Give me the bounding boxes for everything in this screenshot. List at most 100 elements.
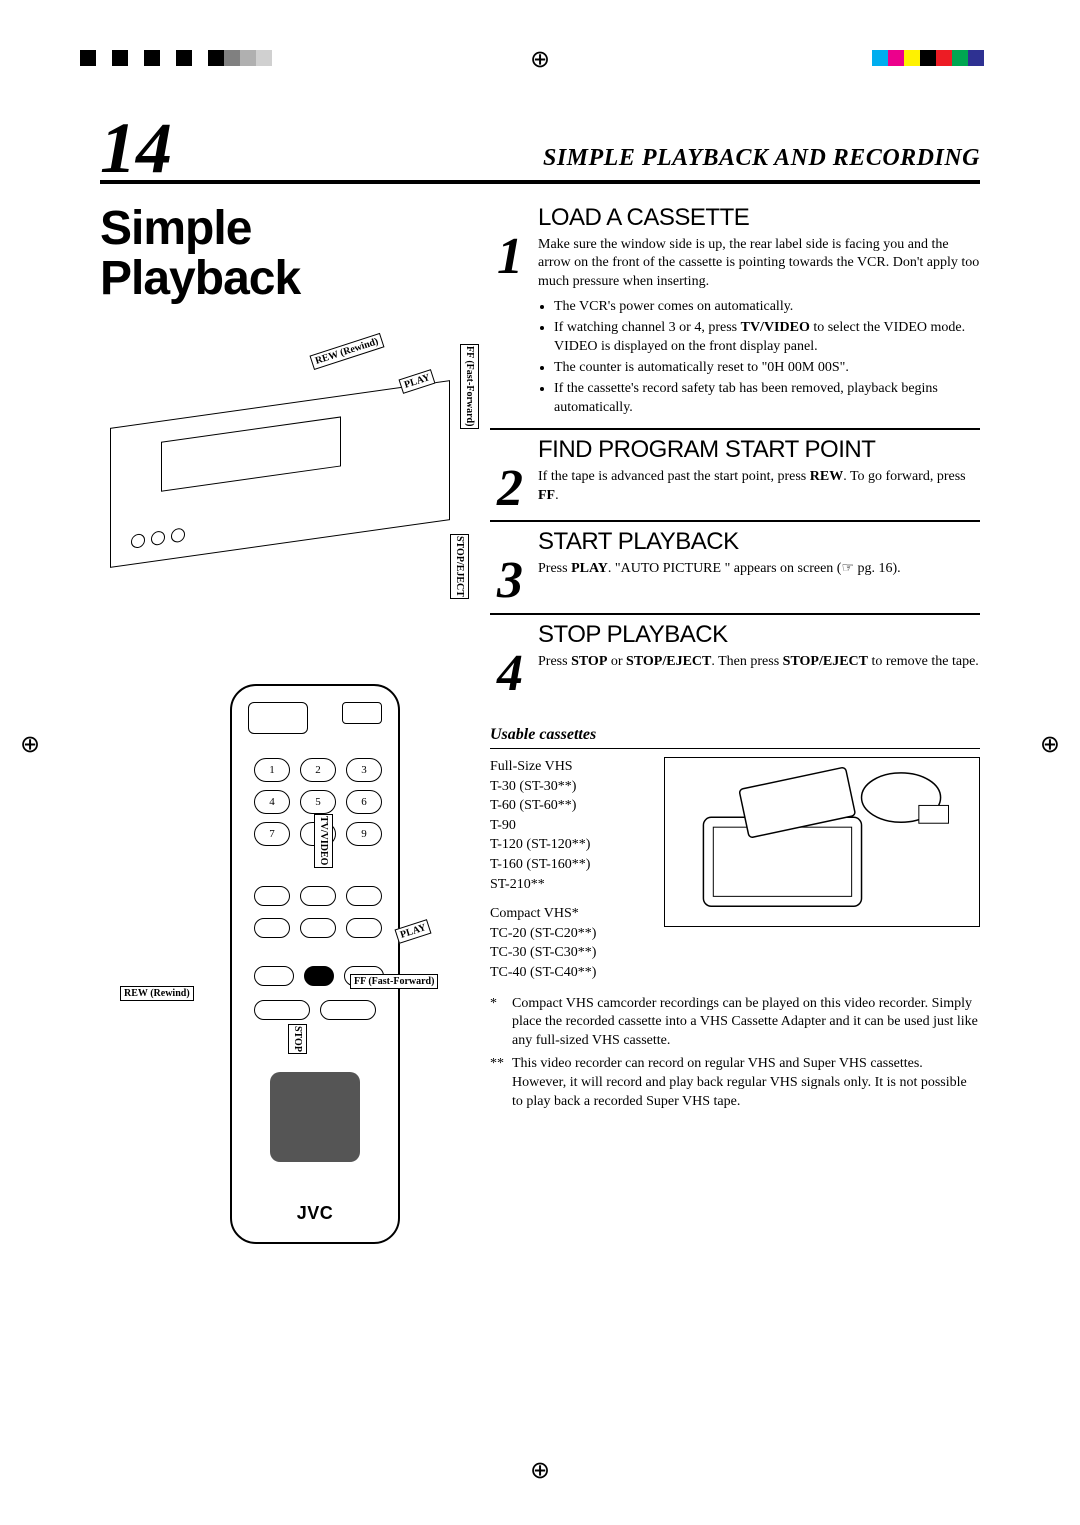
section-title: Simple Playback <box>100 204 480 305</box>
reg-swatch <box>240 50 256 66</box>
footnote-text: Compact VHS camcorder recordings can be … <box>512 995 980 1052</box>
cassette-item: T-90 <box>490 816 650 836</box>
vcr-callout-stop-eject: STOP/EJECT <box>450 534 469 599</box>
reg-swatch <box>112 50 128 66</box>
step-title: START PLAYBACK <box>538 528 980 556</box>
step-title: STOP PLAYBACK <box>538 621 980 649</box>
cassette-adapter-illustration <box>664 757 980 927</box>
reg-swatch <box>96 50 112 66</box>
reg-swatch <box>192 50 208 66</box>
remote-key: 4 <box>254 790 290 814</box>
step-bullet: The VCR's power comes on automatically. <box>554 298 980 317</box>
footnote: **This video recorder can record on regu… <box>490 1055 980 1112</box>
crop-mark-top: ⊕ <box>530 45 550 74</box>
vcr-front-controls <box>131 528 185 550</box>
step-description: Make sure the window side is up, the rea… <box>538 236 980 293</box>
cassette-item: TC-40 (ST-C40**) <box>490 963 650 983</box>
page-header: 14 SIMPLE PLAYBACK AND RECORDING <box>100 120 980 184</box>
right-column: 1 LOAD A CASSETTE Make sure the window sid… <box>490 204 980 1295</box>
cassette-item: TC-30 (ST-C30**) <box>490 943 650 963</box>
step: 2FIND PROGRAM START POINTIf the tape is … <box>490 428 980 513</box>
step-description: Press PLAY. "AUTO PICTURE " appears on s… <box>538 560 980 579</box>
remote-row-a <box>254 886 382 906</box>
step-number: 4 <box>490 621 530 698</box>
vcr-cassette-slot <box>161 417 341 492</box>
remote-callout-play: PLAY <box>395 919 432 944</box>
cassette-compact-head: Compact VHS* <box>490 904 650 924</box>
step-bullets: The VCR's power comes on automatically. I… <box>538 298 980 417</box>
page-number: 14 <box>100 120 172 178</box>
remote-stop-row <box>254 1000 376 1020</box>
remote-key: 9 <box>346 822 382 846</box>
vcr-illustration: REW (Rewind) PLAY FF (Fast-Forward) STOP… <box>100 334 480 634</box>
header-title: SIMPLE PLAYBACK AND RECORDING <box>192 145 980 178</box>
reg-swatch <box>936 50 952 66</box>
vcr-callout-rew: REW (Rewind) <box>309 333 384 370</box>
remote-key: 5 <box>300 790 336 814</box>
step-description: If the tape is advanced past the start p… <box>538 468 980 506</box>
reg-swatch <box>144 50 160 66</box>
cassette-list: Full-Size VHS T-30 (ST-30**)T-60 (ST-60*… <box>490 757 650 983</box>
step: 4 STOP PLAYBACK Press STOP or STOP/EJECT. … <box>490 613 980 698</box>
cassette-item: ST-210** <box>490 875 650 895</box>
remote-key: 3 <box>346 758 382 782</box>
cassette-item: T-120 (ST-120**) <box>490 835 650 855</box>
remote-top-button-left <box>248 702 308 734</box>
reg-swatch <box>872 50 888 66</box>
footnote-mark: * <box>490 995 508 1052</box>
section-title-line2: Playback <box>100 252 300 305</box>
reg-swatch <box>208 50 224 66</box>
registration-marks: ⊕ <box>0 50 1080 70</box>
remote-logo: JVC <box>232 1203 398 1224</box>
step: 1 LOAD A CASSETTE Make sure the window sid… <box>490 204 980 420</box>
usable-cassettes-title: Usable cassettes <box>490 726 980 749</box>
cassette-item: T-30 (ST-30**) <box>490 777 650 797</box>
step-description: Press STOP or STOP/EJECT. Then press STO… <box>538 653 980 672</box>
page-content: 14 SIMPLE PLAYBACK AND RECORDING Simple … <box>100 120 980 1294</box>
footnote: *Compact VHS camcorder recordings can be… <box>490 995 980 1052</box>
crop-mark-left: ⊕ <box>20 730 40 759</box>
left-column: Simple Playback REW (Rewind) PLAY FF (Fa… <box>100 204 480 1295</box>
step-number: 1 <box>490 204 530 420</box>
remote-callout-rew: REW (Rewind) <box>120 986 194 1001</box>
reg-swatch <box>888 50 904 66</box>
reg-swatch <box>160 50 176 66</box>
reg-swatch <box>952 50 968 66</box>
cassette-footnotes: *Compact VHS camcorder recordings can be… <box>490 995 980 1112</box>
step-number: 2 <box>490 436 530 513</box>
step-number: 3 <box>490 528 530 605</box>
remote-callout-ff: FF (Fast-Forward) <box>350 974 438 989</box>
remote-illustration: 12345679 <box>100 674 480 1294</box>
vcr-body <box>110 380 450 568</box>
footnote-mark: ** <box>490 1055 508 1112</box>
remote-key: 6 <box>346 790 382 814</box>
remote-row-b <box>254 918 382 938</box>
step-bullet: The counter is automatically reset to "0… <box>554 359 980 378</box>
reg-swatch <box>920 50 936 66</box>
reg-swatch <box>904 50 920 66</box>
cassette-item: TC-20 (ST-C20**) <box>490 924 650 944</box>
remote-key: 7 <box>254 822 290 846</box>
reg-swatch <box>176 50 192 66</box>
footnote-text: This video recorder can record on regula… <box>512 1055 980 1112</box>
reg-swatch <box>984 50 1000 66</box>
usable-cassettes-section: Usable cassettes Full-Size VHS T-30 (ST-… <box>490 726 980 1112</box>
crop-mark-right: ⊕ <box>1040 730 1060 759</box>
crop-mark-bottom: ⊕ <box>530 1456 550 1485</box>
remote-dpad <box>270 1072 360 1162</box>
remote-body: 12345679 <box>230 684 400 1244</box>
reg-swatch <box>128 50 144 66</box>
vcr-callout-ff: FF (Fast-Forward) <box>460 344 479 428</box>
remote-callout-stop: STOP <box>288 1024 307 1054</box>
reg-swatch <box>224 50 240 66</box>
step-bullet: If the cassette's record safety tab has … <box>554 380 980 418</box>
section-title-line1: Simple <box>100 202 251 255</box>
step: 3 START PLAYBACK Press PLAY. "AUTO PICTURE… <box>490 520 980 605</box>
reg-swatch <box>80 50 96 66</box>
cassette-full-head: Full-Size VHS <box>490 757 650 777</box>
reg-swatch <box>968 50 984 66</box>
remote-key: 1 <box>254 758 290 782</box>
remote-callout-tvvideo: TV/VIDEO <box>314 814 333 867</box>
step-title: LOAD A CASSETTE <box>538 204 980 232</box>
cassette-item: T-160 (ST-160**) <box>490 855 650 875</box>
